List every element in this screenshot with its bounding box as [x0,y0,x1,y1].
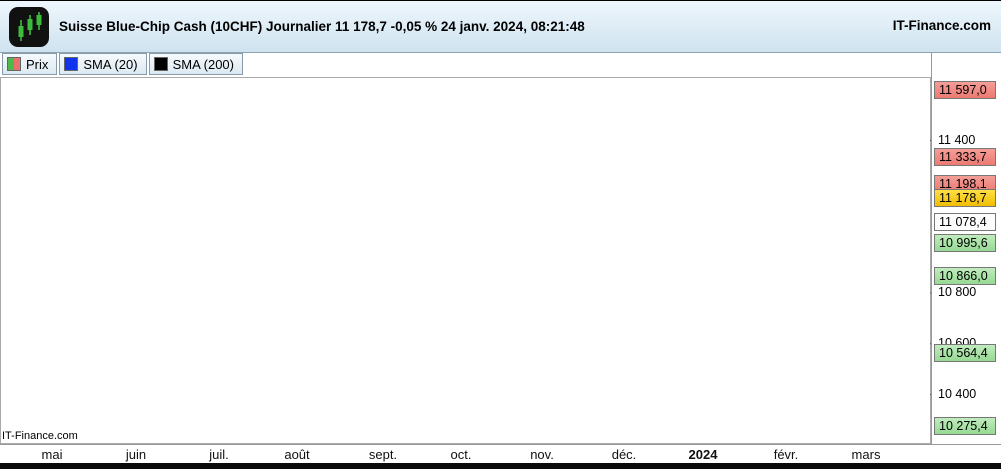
legend-bar: Prix SMA (20) SMA (200) [0,53,1001,77]
x-axis-month-label: févr. [773,447,799,462]
title-bar: Suisse Blue-Chip Cash (10CHF) Journalier… [0,1,1001,53]
price-level-badge: 10 995,6 [934,234,996,253]
bottom-bar [0,463,1001,469]
chart-watermark: IT-Finance.com [2,430,78,442]
brand-link[interactable]: IT-Finance.com [892,18,991,33]
sma20-swatch-icon [64,57,79,71]
y-axis-tick-label: 10 800 [938,284,977,299]
x-axis-month-label: juil. [209,447,229,462]
x-axis-month-label: 2024 [688,447,718,462]
x-axis-month-label: oct. [450,447,472,462]
legend-item-sma20[interactable]: SMA (20) [59,53,147,75]
legend-item-sma200[interactable]: SMA (200) [148,53,243,75]
price-level-badge: 11 178,7 [934,189,996,207]
legend-label: SMA (200) [172,56,234,72]
legend-label: SMA (20) [83,56,138,72]
price-level-badge: 11 333,7 [934,148,996,167]
price-level-badge: 10 564,4 [934,343,996,362]
x-axis-month-label: sept. [368,447,398,462]
legend-item-prix[interactable]: Prix [2,53,58,75]
chart-title: Suisse Blue-Chip Cash (10CHF) Journalier… [59,19,585,34]
price-level-badge: 11 597,0 [934,81,996,100]
price-swatch-icon [7,57,21,71]
price-level-badge: 11 078,4 [934,213,996,232]
sma200-swatch-icon [153,57,168,71]
x-axis-month-label: nov. [530,447,554,462]
price-axis[interactable]: 11 400 10 800 10 600 10 400 11 597,0 11 333,7… [931,53,1001,463]
legend-label: Prix [26,56,49,72]
y-axis-tick-label: 10 400 [938,386,977,401]
x-axis-month-label: déc. [611,447,637,462]
time-axis[interactable]: mai juin juil. août sept. oct. nov. déc. 2024 fév… [0,444,1001,463]
price-level-badge: 10 866,0 [934,267,996,286]
y-axis-tick-label: 11 400 [938,132,976,147]
x-axis-month-label: août [284,447,310,462]
x-axis-month-label: mai [41,447,63,462]
x-axis-month-label: mars [851,447,881,462]
app-logo-candlestick-icon [9,6,49,47]
price-level-badge: 10 275,4 [934,417,996,436]
x-axis-month-label: juin [125,447,147,462]
